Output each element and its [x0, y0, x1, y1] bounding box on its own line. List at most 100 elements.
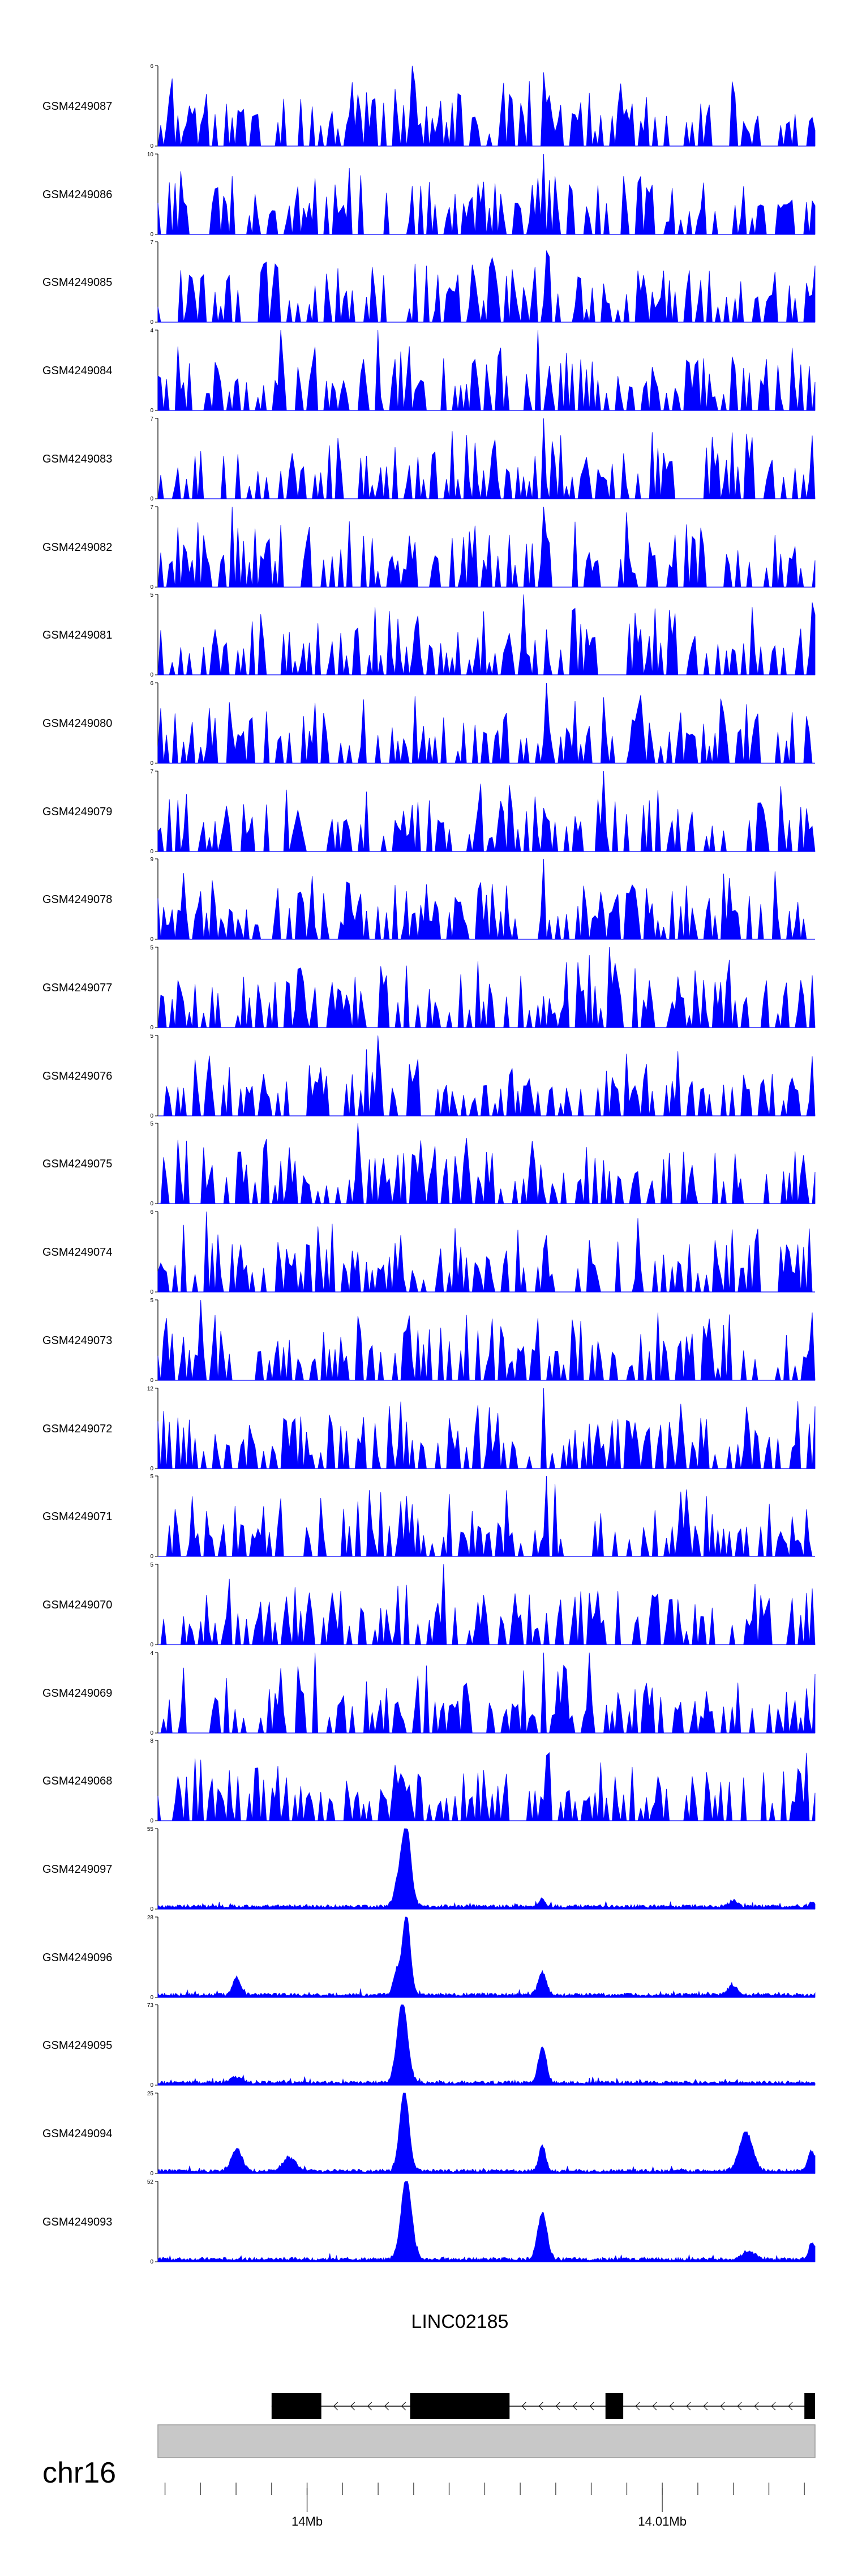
track-GSM4249084: GSM4249084 4 0	[42, 328, 816, 414]
track-GSM4249094: GSM4249094 25 0	[42, 2091, 816, 2177]
signal-area	[158, 1652, 816, 1734]
strand-arrow	[521, 2402, 526, 2411]
axis-tick-label: 14Mb	[291, 2514, 323, 2528]
y-tick-label-top: 8	[150, 1738, 153, 1744]
track-GSM4249081: GSM4249081 5 0	[42, 592, 816, 678]
strand-arrow	[589, 2402, 594, 2411]
signal-area	[157, 2004, 816, 2086]
strand-arrow	[703, 2402, 708, 2411]
y-tick-label-bottom: 0	[150, 1201, 153, 1207]
track-label: GSM4249084	[42, 365, 112, 377]
y-tick-label-top: 12	[147, 1386, 154, 1392]
track-GSM4249093: GSM4249093 52 0	[42, 2179, 816, 2265]
y-tick-label-bottom: 0	[150, 1113, 153, 1119]
y-tick-label-bottom: 0	[150, 936, 153, 943]
track-label: GSM4249074	[42, 1246, 112, 1259]
strand-arrow	[754, 2402, 759, 2411]
track-label: GSM4249073	[42, 1334, 112, 1347]
strand-arrow	[572, 2402, 577, 2411]
y-tick-label-bottom: 0	[150, 232, 153, 238]
track-GSM4249068: GSM4249068 8 0	[42, 1738, 816, 1824]
chromosome-label: chr16	[42, 2457, 116, 2489]
gene-exon	[804, 2393, 815, 2419]
track-GSM4249096: GSM4249096 28 0	[42, 1915, 816, 2001]
signal-area	[157, 153, 816, 235]
signal-area	[157, 1828, 816, 1910]
y-tick-label-bottom: 0	[150, 2171, 153, 2177]
track-GSM4249078: GSM4249078 9 0	[42, 857, 815, 943]
track-label: GSM4249083	[42, 453, 112, 465]
y-tick-label-top: 10	[147, 152, 154, 158]
chromosome-ideogram: chr16	[42, 2424, 816, 2489]
strand-arrow	[538, 2402, 543, 2411]
y-tick-label-bottom: 0	[150, 496, 153, 502]
track-GSM4249079: GSM4249079 7 0	[42, 769, 816, 855]
y-tick-label-top: 52	[147, 2179, 154, 2185]
y-tick-label-bottom: 0	[150, 143, 153, 149]
strand-arrow	[652, 2402, 657, 2411]
y-tick-label-top: 5	[150, 1298, 153, 1304]
signal-area	[157, 65, 816, 147]
y-tick-label-bottom: 0	[150, 1730, 153, 1736]
signal-area	[157, 771, 816, 852]
y-tick-label-bottom: 0	[150, 1906, 153, 1912]
strand-arrow	[367, 2402, 372, 2411]
track-label: GSM4249072	[42, 1423, 112, 1435]
strand-arrow	[555, 2402, 560, 2411]
y-tick-label-top: 9	[150, 857, 153, 863]
track-GSM4249072: GSM4249072 12 0	[42, 1386, 816, 1472]
signal-area	[157, 1211, 815, 1293]
signal-area	[157, 1299, 816, 1381]
signal-area	[157, 330, 816, 411]
strand-arrow	[350, 2402, 355, 2411]
genome-axis: 14Mb 14.01Mb	[164, 2483, 805, 2528]
y-tick-label-top: 6	[150, 1209, 153, 1216]
y-tick-label-top: 4	[150, 328, 153, 334]
y-tick-label-top: 55	[147, 1826, 154, 1833]
chromosome-band	[157, 2424, 816, 2458]
track-GSM4249085: GSM4249085 7 0	[42, 239, 816, 326]
y-tick-label-bottom: 0	[150, 1025, 153, 1031]
y-tick-label-bottom: 0	[150, 760, 153, 767]
strand-arrow	[788, 2402, 793, 2411]
track-label: GSM4249068	[42, 1775, 112, 1787]
signal-area	[157, 418, 816, 499]
signal-area	[158, 1123, 816, 1204]
track-GSM4249082: GSM4249082 7 0	[42, 504, 816, 590]
y-tick-label-bottom: 0	[150, 1377, 153, 1384]
y-tick-label-top: 6	[150, 63, 153, 70]
y-tick-label-bottom: 0	[150, 584, 153, 590]
track-label: GSM4249075	[42, 1158, 112, 1170]
strand-arrow	[771, 2402, 776, 2411]
track-label: GSM4249069	[42, 1687, 112, 1700]
gene-exon	[605, 2393, 624, 2419]
track-GSM4249087: GSM4249087 6 0	[42, 63, 816, 149]
y-tick-label-top: 5	[150, 592, 153, 598]
gene-model-LINC02185: LINC02185	[271, 2311, 815, 2419]
y-tick-label-top: 7	[150, 769, 153, 775]
y-tick-label-bottom: 0	[150, 1466, 153, 1472]
track-GSM4249073: GSM4249073 5 0	[42, 1298, 816, 1384]
track-label: GSM4249085	[42, 276, 112, 289]
y-tick-label-bottom: 0	[150, 1995, 153, 2001]
y-tick-label-top: 25	[147, 2091, 154, 2097]
y-tick-label-bottom: 0	[150, 2259, 153, 2265]
y-tick-label-bottom: 0	[150, 408, 153, 414]
track-label: GSM4249095	[42, 2039, 112, 2052]
track-label: GSM4249071	[42, 1510, 112, 1523]
y-tick-label-top: 73	[147, 2002, 154, 2009]
track-label: GSM4249079	[42, 806, 112, 818]
track-GSM4249076: GSM4249076 5 0	[42, 1033, 816, 1119]
strand-arrow	[384, 2402, 389, 2411]
signal-area	[157, 1388, 816, 1469]
track-label: GSM4249076	[42, 1070, 112, 1082]
track-label: GSM4249081	[42, 629, 112, 641]
track-label: GSM4249087	[42, 100, 112, 113]
track-label: GSM4249070	[42, 1599, 112, 1611]
gene-exon	[410, 2393, 510, 2419]
y-tick-label-bottom: 0	[150, 1818, 153, 1824]
track-GSM4249069: GSM4249069 4 0	[42, 1650, 816, 1736]
strand-arrow	[635, 2402, 640, 2411]
